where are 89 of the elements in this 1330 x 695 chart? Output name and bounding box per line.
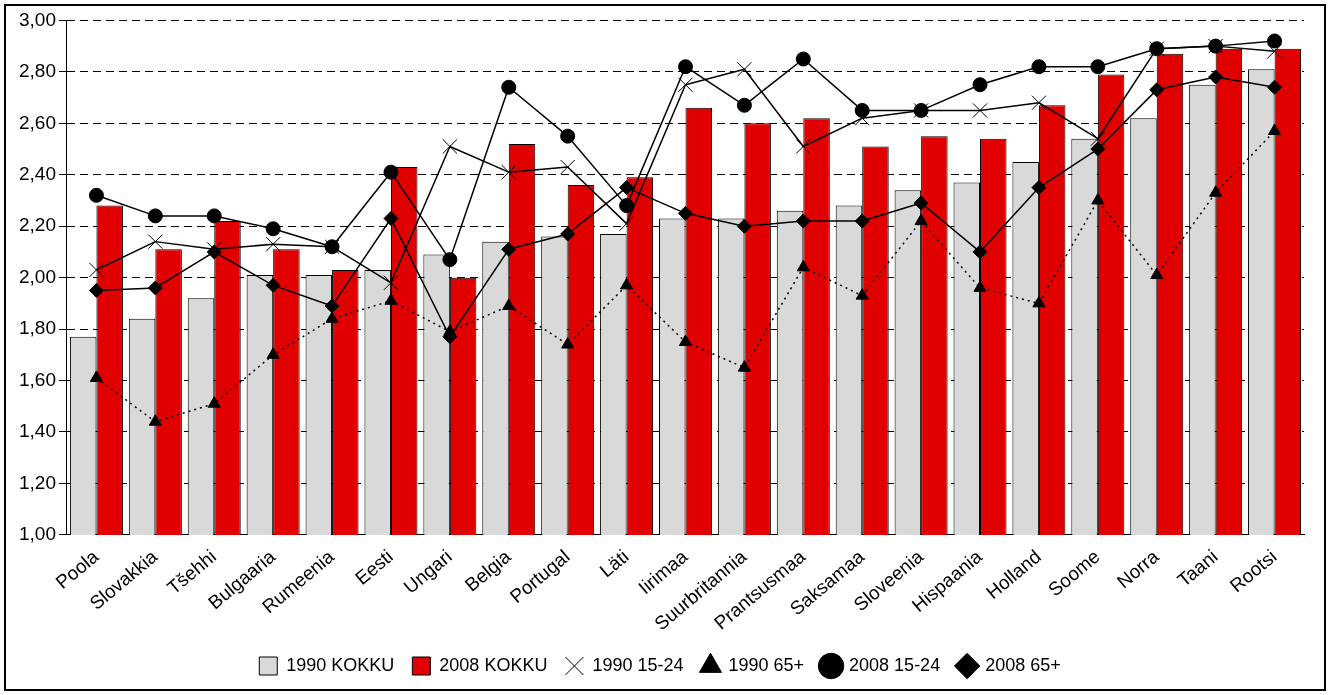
point bbox=[619, 216, 635, 232]
point bbox=[972, 77, 988, 93]
point bbox=[147, 234, 163, 250]
point bbox=[501, 79, 517, 95]
legend-label: 2008 65+ bbox=[985, 654, 1061, 675]
y-tick-label: 1,40 bbox=[19, 420, 56, 442]
point bbox=[795, 51, 811, 67]
point bbox=[736, 218, 752, 234]
point bbox=[560, 159, 576, 175]
y-tick-label: 1,20 bbox=[19, 471, 56, 493]
point bbox=[88, 283, 104, 299]
point bbox=[88, 262, 104, 278]
point bbox=[147, 208, 163, 224]
point bbox=[1266, 43, 1283, 59]
legend-label: 1990 15-24 bbox=[592, 654, 684, 675]
point bbox=[973, 280, 987, 292]
point bbox=[736, 97, 752, 113]
point bbox=[1090, 131, 1106, 147]
legend-label: 1990 65+ bbox=[728, 654, 805, 675]
legend-label: 2008 15-24 bbox=[849, 654, 941, 675]
point bbox=[677, 205, 693, 221]
point bbox=[324, 298, 340, 314]
point bbox=[1090, 141, 1106, 157]
point bbox=[1031, 95, 1047, 111]
point bbox=[1267, 33, 1283, 49]
point bbox=[1208, 69, 1224, 85]
point bbox=[677, 59, 693, 75]
point bbox=[795, 213, 811, 229]
y-tick-label: 2,40 bbox=[19, 162, 56, 184]
point bbox=[560, 128, 576, 144]
y-tick-label: 3,00 bbox=[19, 8, 56, 30]
point bbox=[560, 226, 576, 242]
point bbox=[914, 213, 928, 226]
point bbox=[502, 298, 516, 310]
point bbox=[736, 61, 752, 77]
point bbox=[678, 334, 693, 346]
point bbox=[619, 198, 635, 214]
point bbox=[207, 396, 221, 408]
x-tick-label: Läti bbox=[595, 545, 633, 582]
point bbox=[148, 414, 162, 426]
point bbox=[383, 210, 399, 226]
point bbox=[1090, 59, 1106, 75]
point bbox=[1150, 267, 1164, 280]
point bbox=[89, 370, 103, 382]
point bbox=[88, 187, 104, 203]
point bbox=[619, 180, 635, 196]
y-tick-label: 2,00 bbox=[19, 265, 56, 287]
point bbox=[442, 138, 458, 155]
point bbox=[265, 277, 281, 293]
point bbox=[677, 77, 694, 93]
point bbox=[384, 293, 398, 305]
point bbox=[383, 275, 399, 291]
point bbox=[855, 288, 869, 300]
legend-label: 2008 KOKKU bbox=[439, 654, 548, 675]
point bbox=[265, 236, 281, 252]
point bbox=[1031, 180, 1047, 196]
y-tick-label: 1,80 bbox=[19, 317, 56, 339]
point bbox=[442, 252, 458, 268]
point bbox=[383, 164, 399, 180]
point bbox=[443, 324, 457, 336]
point bbox=[561, 337, 575, 349]
y-tick-label: 2,20 bbox=[19, 214, 56, 236]
point bbox=[1032, 295, 1046, 308]
point bbox=[1267, 123, 1282, 136]
point bbox=[501, 241, 517, 257]
legend-label: 1990 KOKKU bbox=[286, 654, 395, 675]
point bbox=[854, 213, 870, 229]
point bbox=[972, 244, 988, 260]
point bbox=[913, 195, 929, 211]
point bbox=[501, 164, 517, 180]
point bbox=[1267, 79, 1283, 95]
point bbox=[1149, 82, 1165, 98]
point bbox=[1031, 59, 1047, 75]
point bbox=[972, 102, 988, 119]
y-tick-label: 1,60 bbox=[19, 368, 56, 390]
point bbox=[620, 277, 634, 290]
point bbox=[737, 360, 751, 372]
point bbox=[795, 138, 811, 155]
point bbox=[265, 221, 281, 237]
point bbox=[796, 259, 810, 272]
y-tick-label: 2,80 bbox=[19, 60, 56, 82]
point bbox=[1209, 185, 1223, 197]
point bbox=[1091, 192, 1105, 205]
y-tick-label: 1,00 bbox=[19, 523, 56, 545]
point bbox=[266, 347, 280, 359]
point bbox=[206, 208, 222, 224]
point bbox=[325, 311, 339, 323]
point bbox=[147, 280, 163, 296]
y-tick-label: 2,60 bbox=[19, 111, 56, 133]
